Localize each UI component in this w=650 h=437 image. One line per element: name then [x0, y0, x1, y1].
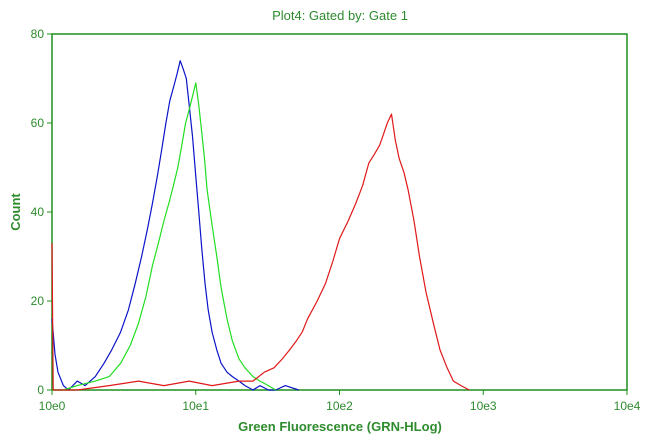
- y-tick-label: 20: [31, 294, 45, 308]
- series-group: [51, 60, 470, 391]
- series-line-1: [51, 60, 299, 391]
- series-line-2: [52, 82, 277, 391]
- x-tick-label: 10e4: [614, 399, 641, 413]
- x-axis-label: Green Fluorescence (GRN-HLog): [238, 419, 442, 434]
- plot-area-border: [51, 33, 628, 391]
- x-tick-label: 10e1: [182, 399, 209, 413]
- plot-frame: [51, 33, 628, 391]
- ticks-group: 10e0 10e1 10e2 10e3 10e4 0 20 40 60 80: [31, 27, 641, 413]
- y-tick-label: 40: [31, 205, 45, 219]
- y-tick-label: 0: [37, 383, 44, 397]
- series-line-3: [51, 113, 470, 391]
- y-axis-label: Count: [8, 193, 23, 231]
- y-tick-label: 60: [31, 116, 45, 130]
- x-tick-label: 10e2: [326, 399, 353, 413]
- x-tick-label: 10e3: [470, 399, 497, 413]
- x-tick-label: 10e0: [39, 399, 66, 413]
- chart-title: Plot4: Gated by: Gate 1: [272, 8, 408, 23]
- y-tick-label: 80: [31, 27, 45, 41]
